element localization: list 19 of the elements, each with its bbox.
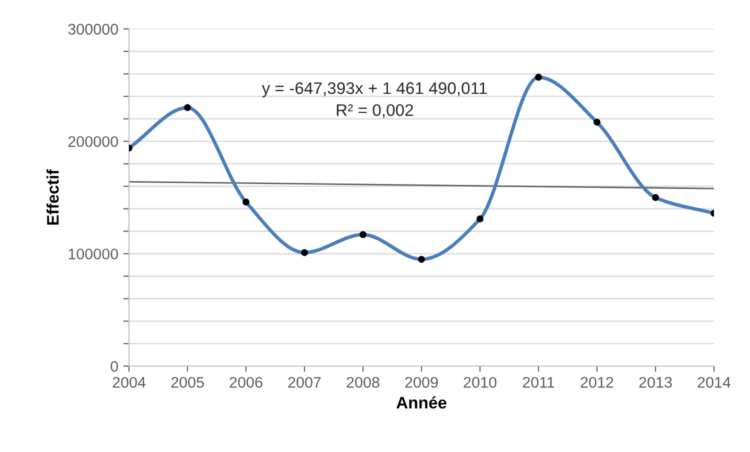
annotation: y = -647,393x + 1 461 490,011 [262, 82, 487, 98]
x-tick-label: 2009 [405, 376, 438, 388]
x-axis-title: Année [396, 396, 446, 409]
x-tick-label: 2010 [464, 376, 496, 388]
x-tick-label: 2004 [112, 376, 146, 388]
x-tick-label: 2006 [230, 376, 262, 388]
x-tick-label: 2014 [698, 376, 731, 388]
x-tick-label: 2012 [580, 376, 614, 388]
x-tick-label: 2011 [522, 376, 554, 388]
y-tick-label: 0 [110, 360, 118, 372]
x-tick-label: 2005 [171, 376, 204, 388]
y-tick-label: 300000 [68, 24, 118, 35]
annotation: R² = 0,002 [336, 104, 414, 118]
y-tick-label: 200000 [68, 136, 118, 148]
y-axis-title: Effectif [46, 169, 59, 225]
y-tick-label: 100000 [68, 248, 118, 260]
x-tick-label: 2013 [639, 376, 672, 388]
x-tick-label: 2008 [346, 376, 380, 388]
x-tick-label: 2007 [288, 376, 321, 388]
